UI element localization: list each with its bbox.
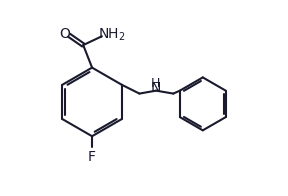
Text: H: H (151, 77, 160, 90)
Text: N: N (150, 81, 161, 95)
Text: F: F (88, 150, 96, 164)
Text: O: O (59, 27, 70, 41)
Text: NH$_2$: NH$_2$ (98, 27, 126, 44)
